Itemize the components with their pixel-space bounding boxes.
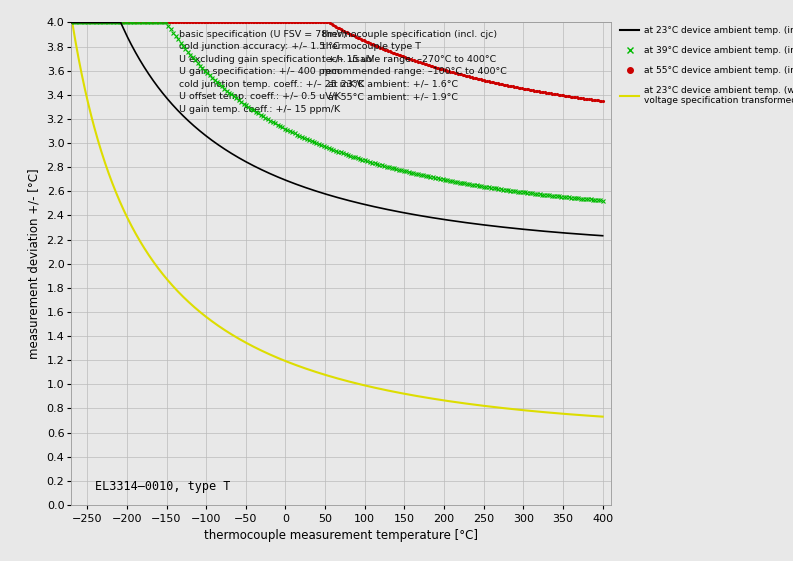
Legend: at 23°C device ambient temp. (incl. cjc), at 39°C device ambient temp. (incl. cj: at 23°C device ambient temp. (incl. cjc)…	[616, 22, 793, 109]
Text: thermocouple specification (incl. cjc)
thermocouple type T
tech. usable range: –: thermocouple specification (incl. cjc) t…	[322, 30, 507, 101]
Y-axis label: measurement deviation +/- [°C]: measurement deviation +/- [°C]	[28, 168, 41, 359]
X-axis label: thermocouple measurement temperature [°C]: thermocouple measurement temperature [°C…	[204, 530, 478, 542]
Text: EL3314–0010, type T: EL3314–0010, type T	[95, 480, 231, 494]
Text: basic specification (U FSV = 78mV)
cold junction accuracy: +/– 1.5 °C
U excludin: basic specification (U FSV = 78mV) cold …	[179, 30, 374, 114]
